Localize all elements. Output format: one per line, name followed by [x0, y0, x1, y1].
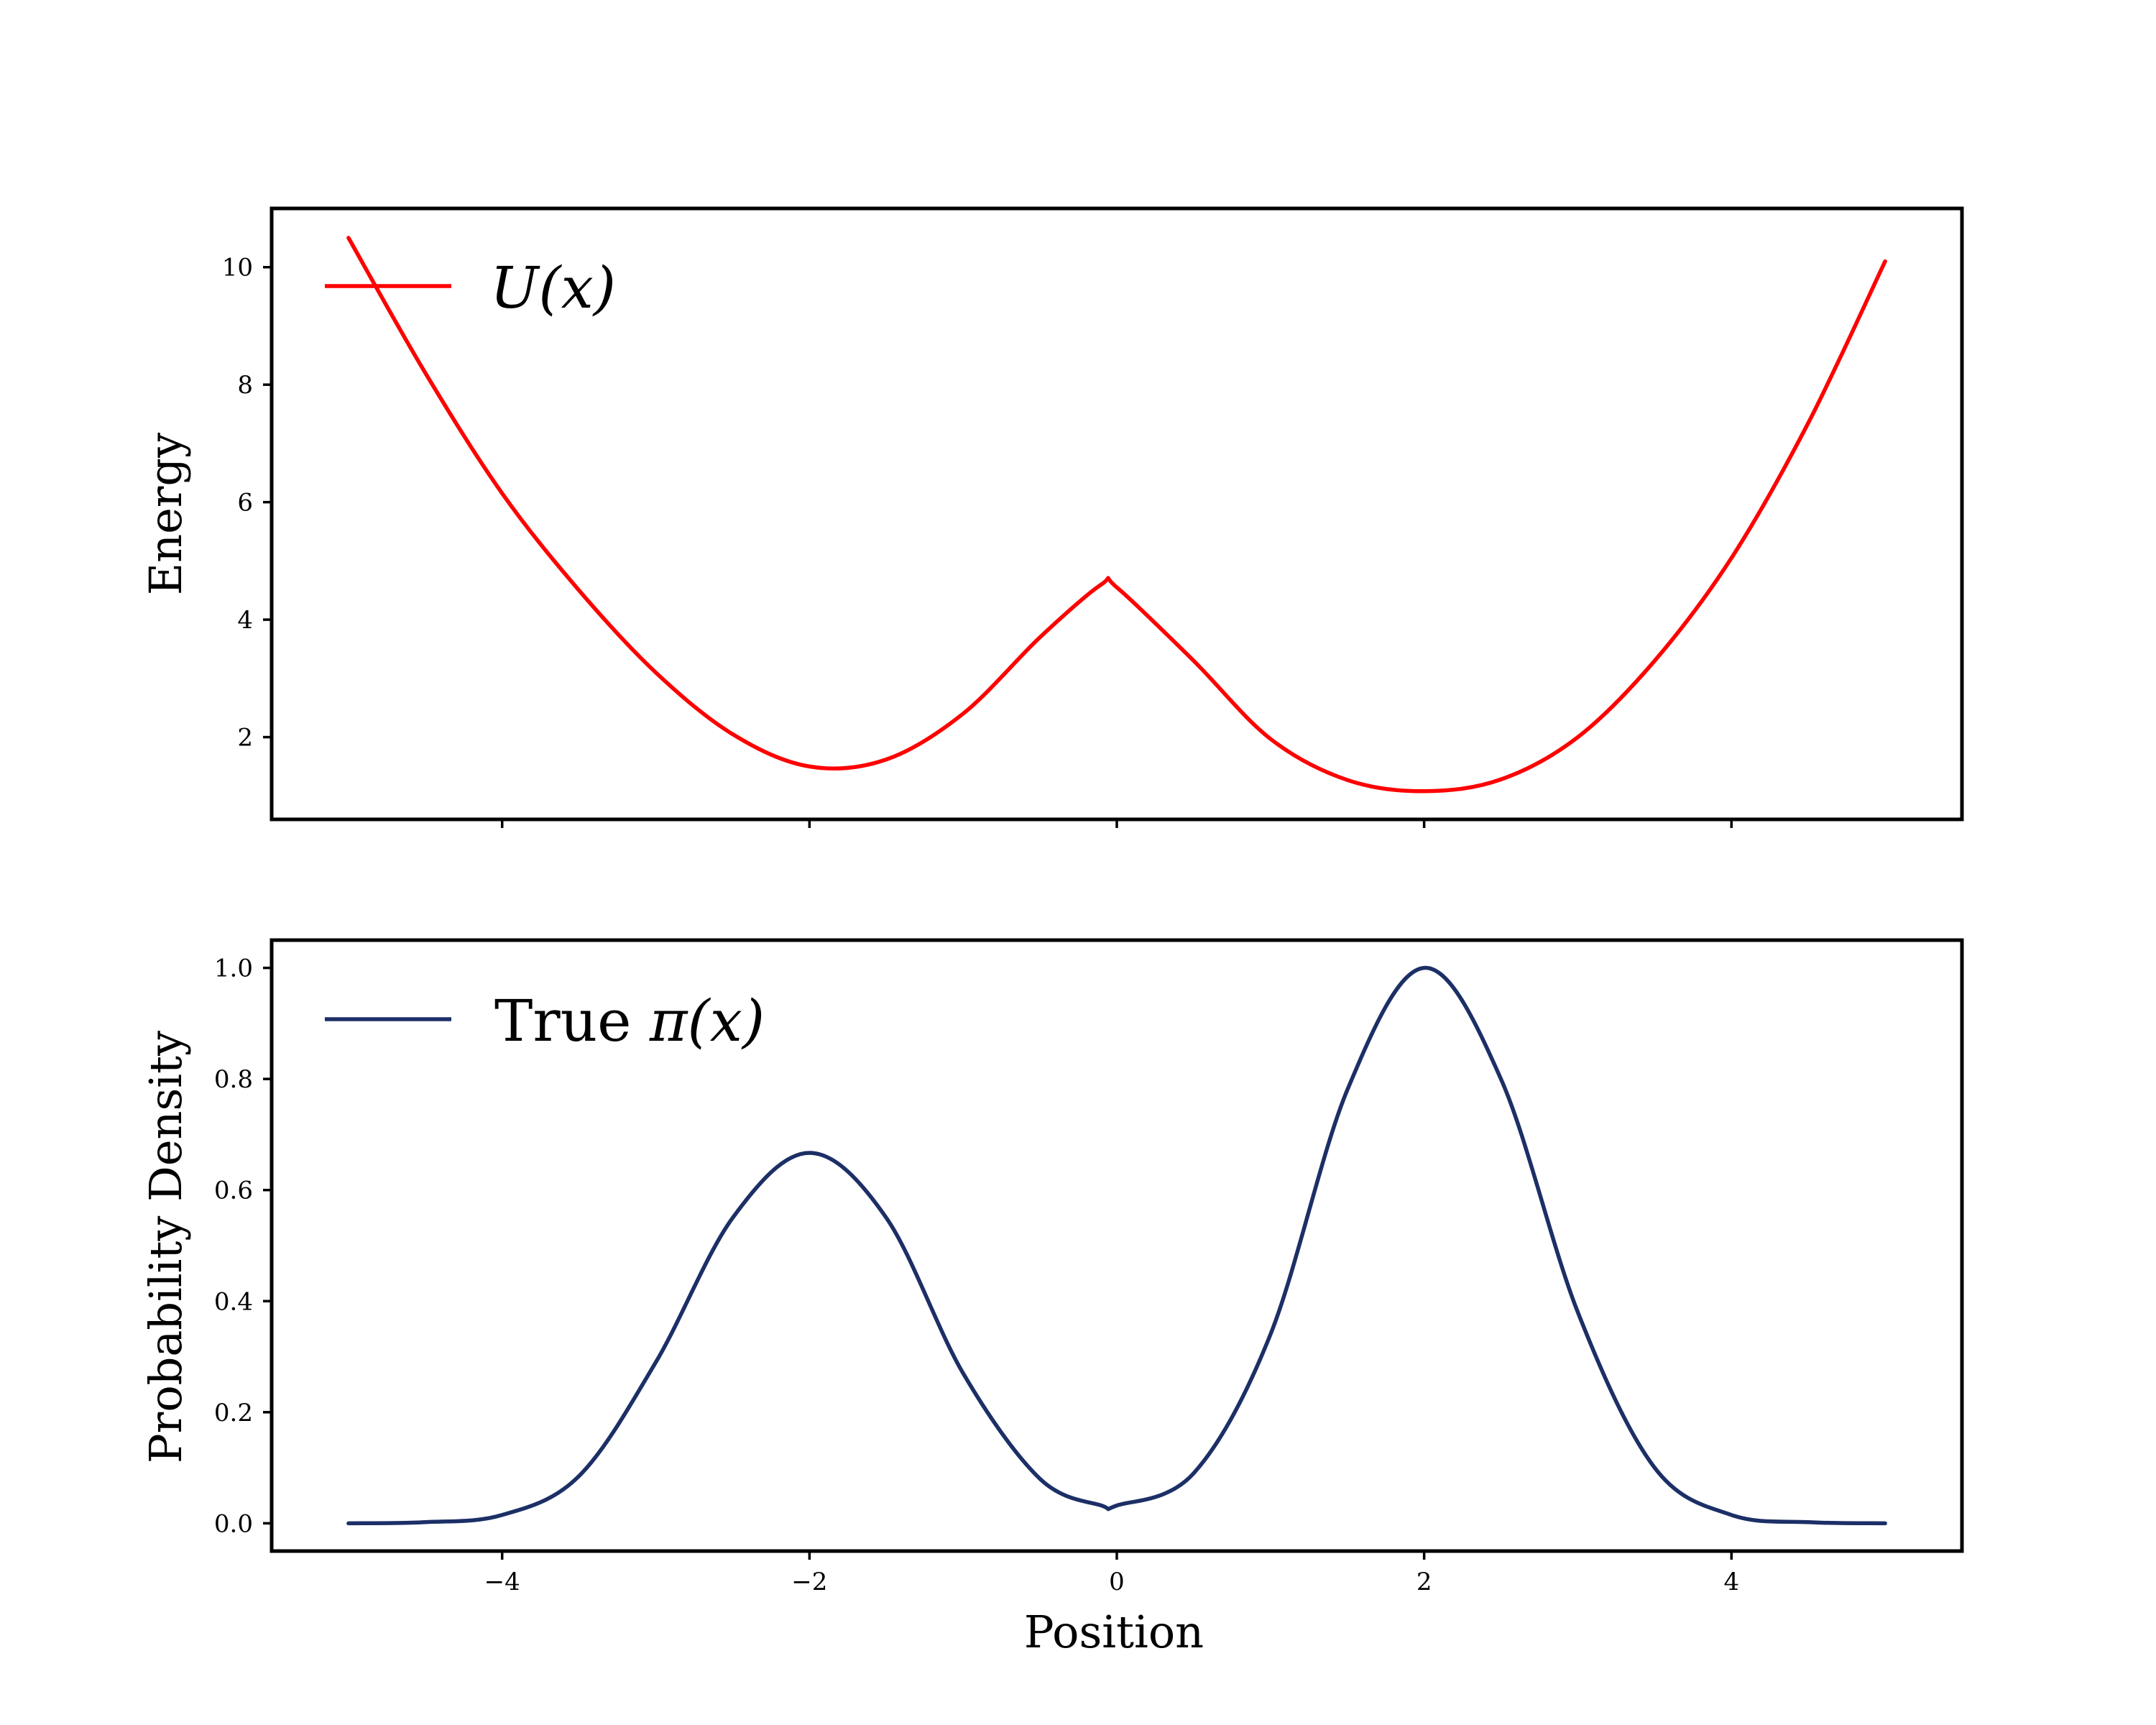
- density-y-tick-label: 0.6: [214, 1177, 253, 1205]
- density-y-tick-label: 0.0: [214, 1509, 253, 1538]
- energy-y-tick-label: 8: [237, 371, 253, 400]
- energy-legend: U(x): [325, 254, 616, 321]
- density-series-layer: [346, 965, 1887, 1526]
- density-legend: True π(x): [325, 988, 765, 1054]
- density-legend-label: True π(x): [494, 988, 765, 1054]
- energy-y-tick-label: 6: [237, 489, 253, 518]
- energy-legend-label: U(x): [490, 254, 616, 321]
- x-axis-label: Position: [1024, 1606, 1204, 1658]
- energy-y-axis-label: Energy: [139, 433, 192, 595]
- energy-y-tick-label: 10: [222, 254, 253, 282]
- energy-x-ticks: [500, 819, 1733, 828]
- density-y-tick-label: 0.8: [214, 1065, 253, 1094]
- density-x-ticks: −4 −2 0 2 4: [484, 1551, 1739, 1596]
- density-y-tick-label: 1.0: [214, 954, 253, 983]
- density-legend-prefix: True: [494, 988, 650, 1054]
- energy-series-line-0: [346, 236, 1887, 794]
- energy-y-tick-label: 4: [237, 606, 253, 635]
- energy-panel: 2 4 6 8 10 Energy U(x): [139, 206, 1964, 828]
- density-x-tick-label: −4: [484, 1568, 520, 1596]
- density-y-axis-label: Probability Density: [139, 1031, 192, 1463]
- density-x-tick-label: −2: [791, 1568, 827, 1596]
- density-panel: −4 −2 0 2 4 0.0 0.2 0.4 0.6 0.8 1.0 Probability D…: [139, 938, 1964, 1658]
- energy-series-layer: [346, 236, 1887, 794]
- density-x-tick-label: 2: [1416, 1568, 1432, 1596]
- density-y-tick-label: 0.4: [214, 1287, 253, 1316]
- energy-y-tick-label: 2: [237, 724, 253, 753]
- energy-y-ticks: 2 4 6 8 10: [222, 254, 272, 753]
- density-y-tick-label: 0.2: [214, 1399, 253, 1427]
- density-series-line-0: [346, 965, 1887, 1526]
- density-y-ticks: 0.0 0.2 0.4 0.6 0.8 1.0: [214, 954, 272, 1538]
- density-x-tick-label: 4: [1723, 1568, 1739, 1596]
- density-x-tick-label: 0: [1109, 1568, 1125, 1596]
- energy-legend-math: U(x): [490, 254, 616, 321]
- density-legend-math: π(x): [649, 988, 765, 1054]
